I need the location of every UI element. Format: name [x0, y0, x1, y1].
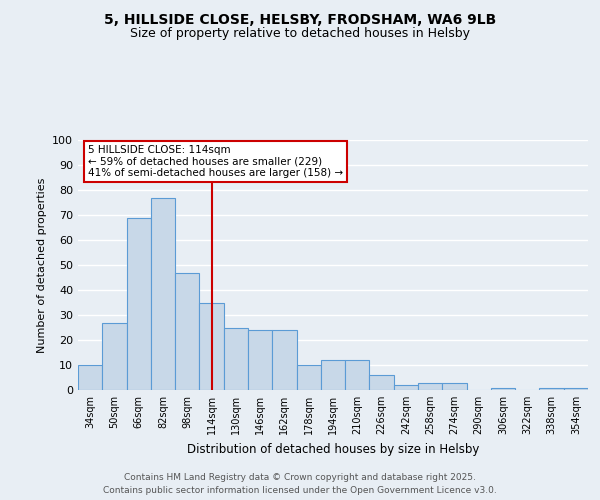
Bar [151, 198, 175, 390]
Bar [272, 330, 296, 390]
Bar [127, 218, 151, 390]
Text: 5, HILLSIDE CLOSE, HELSBY, FRODSHAM, WA6 9LB: 5, HILLSIDE CLOSE, HELSBY, FRODSHAM, WA6… [104, 12, 496, 26]
Bar [370, 375, 394, 390]
Text: Contains public sector information licensed under the Open Government Licence v3: Contains public sector information licen… [103, 486, 497, 495]
Bar [78, 365, 102, 390]
Bar [321, 360, 345, 390]
Bar [296, 365, 321, 390]
Bar [418, 382, 442, 390]
Bar [248, 330, 272, 390]
Bar [564, 388, 588, 390]
Text: Contains HM Land Registry data © Crown copyright and database right 2025.: Contains HM Land Registry data © Crown c… [124, 472, 476, 482]
Bar [394, 385, 418, 390]
Bar [224, 328, 248, 390]
Bar [175, 272, 199, 390]
Bar [102, 322, 127, 390]
Bar [442, 382, 467, 390]
Bar [345, 360, 370, 390]
Bar [199, 302, 224, 390]
Y-axis label: Number of detached properties: Number of detached properties [37, 178, 47, 352]
Bar [491, 388, 515, 390]
Text: Size of property relative to detached houses in Helsby: Size of property relative to detached ho… [130, 28, 470, 40]
Text: Distribution of detached houses by size in Helsby: Distribution of detached houses by size … [187, 442, 479, 456]
Text: 5 HILLSIDE CLOSE: 114sqm
← 59% of detached houses are smaller (229)
41% of semi-: 5 HILLSIDE CLOSE: 114sqm ← 59% of detach… [88, 145, 343, 178]
Bar [539, 388, 564, 390]
